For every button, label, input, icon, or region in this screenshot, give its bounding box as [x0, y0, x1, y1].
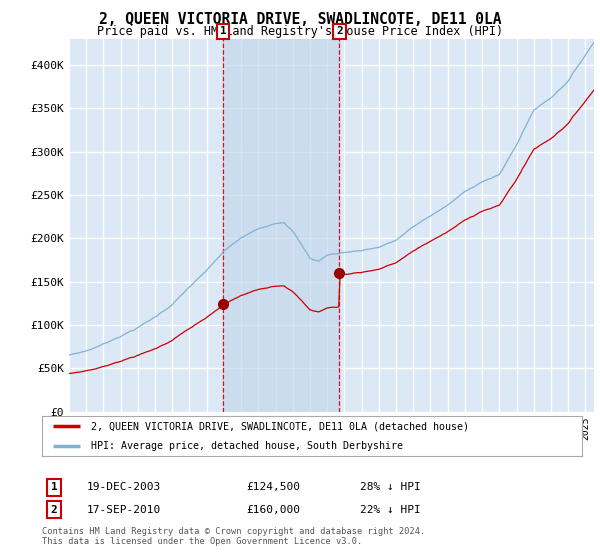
Text: Price paid vs. HM Land Registry's House Price Index (HPI): Price paid vs. HM Land Registry's House …: [97, 25, 503, 38]
Text: 19-DEC-2003: 19-DEC-2003: [87, 482, 161, 492]
Text: 1: 1: [50, 482, 58, 492]
Text: 22% ↓ HPI: 22% ↓ HPI: [360, 505, 421, 515]
Text: 2: 2: [50, 505, 58, 515]
Text: Contains HM Land Registry data © Crown copyright and database right 2024.
This d: Contains HM Land Registry data © Crown c…: [42, 526, 425, 546]
Text: 17-SEP-2010: 17-SEP-2010: [87, 505, 161, 515]
Text: £124,500: £124,500: [246, 482, 300, 492]
Text: 2, QUEEN VICTORIA DRIVE, SWADLINCOTE, DE11 0LA: 2, QUEEN VICTORIA DRIVE, SWADLINCOTE, DE…: [99, 12, 501, 27]
Text: £160,000: £160,000: [246, 505, 300, 515]
Text: HPI: Average price, detached house, South Derbyshire: HPI: Average price, detached house, Sout…: [91, 441, 403, 451]
Text: 2, QUEEN VICTORIA DRIVE, SWADLINCOTE, DE11 0LA (detached house): 2, QUEEN VICTORIA DRIVE, SWADLINCOTE, DE…: [91, 421, 469, 431]
Text: 2: 2: [336, 26, 343, 36]
Text: 1: 1: [220, 26, 227, 36]
Bar: [223, 39, 340, 412]
Text: 28% ↓ HPI: 28% ↓ HPI: [360, 482, 421, 492]
